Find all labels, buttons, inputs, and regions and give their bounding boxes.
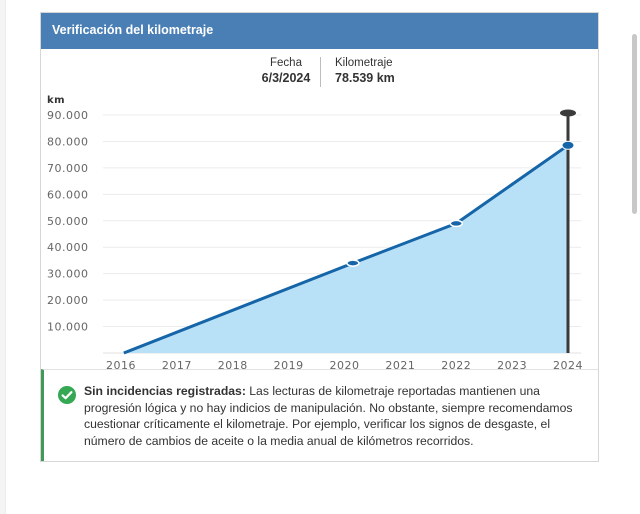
page-scrollbar[interactable] bbox=[632, 34, 637, 214]
y-tick-label: 90.000 bbox=[47, 109, 89, 122]
y-tick-label: 30.000 bbox=[47, 268, 89, 281]
data-point bbox=[561, 140, 575, 150]
notice-title: Sin incidencias registradas: bbox=[84, 384, 246, 398]
date-label: Fecha bbox=[270, 57, 302, 69]
mileage-check-panel: Verificación del kilometraje Fecha 6/3/2… bbox=[40, 12, 599, 462]
y-tick-label: 40.000 bbox=[47, 241, 89, 254]
km-stat: Kilometraje 78.539 km bbox=[331, 57, 399, 85]
x-tick-label: 2017 bbox=[162, 359, 192, 371]
no-incidents-notice: Sin incidencias registradas: Las lectura… bbox=[41, 369, 598, 461]
km-value: 78.539 km bbox=[335, 71, 395, 85]
check-circle-icon bbox=[58, 386, 76, 404]
x-tick-label: 2018 bbox=[218, 359, 248, 371]
x-tick-label: 2019 bbox=[274, 359, 304, 371]
notice-text: Las lecturas de kilometraje reportadas m… bbox=[84, 384, 573, 448]
y-tick-label: 80.000 bbox=[47, 135, 89, 148]
x-tick-label: 2021 bbox=[385, 359, 415, 371]
mileage-line bbox=[123, 144, 569, 355]
date-stat: Fecha 6/3/2024 bbox=[249, 57, 323, 85]
mileage-chart: km 10.000 20.000 30.000 40.000 50.000 60.000 7… bbox=[47, 95, 583, 371]
km-label: Kilometraje bbox=[335, 57, 393, 69]
x-tick-label: 2024 bbox=[553, 359, 583, 371]
x-tick-label: 2023 bbox=[497, 359, 527, 371]
y-tick-label: 10.000 bbox=[47, 321, 89, 334]
y-tick-label: 50.000 bbox=[47, 215, 89, 228]
data-point bbox=[346, 259, 360, 267]
latest-reading: Fecha 6/3/2024 Kilometraje 78.539 km bbox=[41, 57, 598, 89]
latest-reading-marker-head bbox=[560, 109, 576, 117]
y-tick-label: 20.000 bbox=[47, 294, 89, 307]
x-tick-label: 2022 bbox=[441, 359, 471, 371]
y-tick-label: 70.000 bbox=[47, 162, 89, 175]
data-point bbox=[449, 219, 463, 228]
mileage-area bbox=[123, 145, 569, 353]
y-tick-label: 60.000 bbox=[47, 188, 89, 201]
x-tick-label: 2020 bbox=[330, 359, 360, 371]
stat-divider bbox=[320, 57, 321, 87]
x-tick-label: 2016 bbox=[106, 359, 136, 371]
panel-title: Verificación del kilometraje bbox=[41, 13, 598, 49]
date-value: 6/3/2024 bbox=[261, 71, 311, 85]
page-edge bbox=[0, 0, 6, 514]
y-axis-unit: km bbox=[47, 95, 65, 106]
